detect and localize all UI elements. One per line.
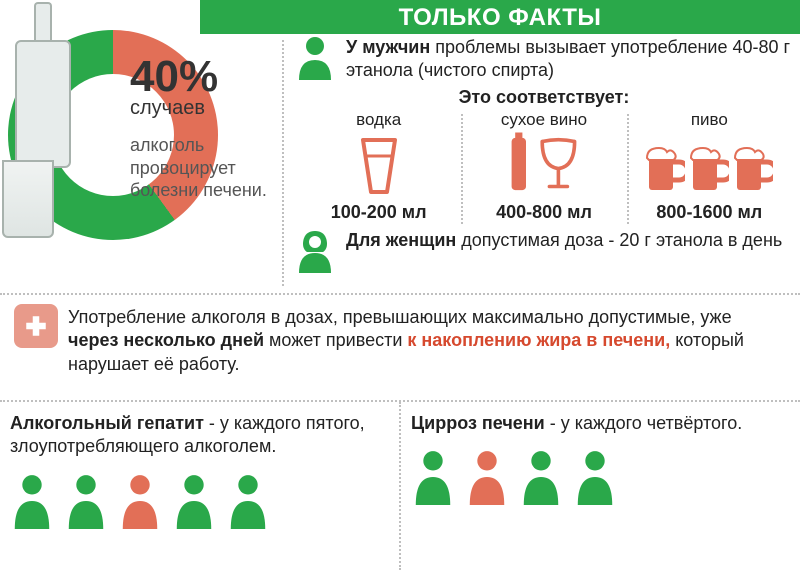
drinks-row: водка 100-200 мл сухое вино 400-800 мл п…: [294, 110, 794, 223]
drink-icons: [631, 132, 788, 196]
medical-cross-icon: [14, 304, 58, 348]
drink-name: водка: [300, 110, 457, 130]
disease-panel: Цирроз печени - у каждого четвёртого.: [399, 402, 800, 570]
person-icon: [573, 449, 617, 505]
right-column: У мужчин проблемы вызывает употребление …: [282, 36, 794, 294]
glass-icon: [2, 160, 54, 238]
person-icon: [411, 449, 455, 505]
people-row: [10, 473, 389, 529]
bottle-icon: [0, 2, 88, 172]
drink-mug: пиво 800-1600 мл: [627, 110, 792, 223]
drink-amount: 800-1600 мл: [631, 202, 788, 223]
disease-panel: Алкогольный гепатит - у каждого пятого, …: [0, 402, 399, 570]
drink-name: пиво: [631, 110, 788, 130]
top-section: 40% случаев алкоголь провоцирует болезни…: [0, 0, 800, 295]
men-text: У мужчин проблемы вызывает употребление …: [346, 36, 794, 81]
drink-name: сухое вино: [465, 110, 622, 130]
stat-text: алкоголь провоцирует болезни печени.: [130, 134, 280, 202]
warning-text: Употребление алкоголя в дозах, превышающ…: [68, 306, 786, 376]
man-icon: [294, 36, 336, 80]
infographic-root: ТОЛЬКО ФАКТЫ 40% случаев алкоголь провоц…: [0, 0, 800, 570]
women-text: Для женщин допустимая доза - 20 г этанол…: [346, 229, 782, 252]
drink-amount: 100-200 мл: [300, 202, 457, 223]
men-row: У мужчин проблемы вызывает употребление …: [294, 36, 794, 81]
bottom-section: Алкогольный гепатит - у каждого пятого, …: [0, 400, 800, 570]
warning-block: Употребление алкоголя в дозах, превышающ…: [8, 300, 792, 386]
people-row: [411, 449, 790, 505]
person-icon: [519, 449, 563, 505]
stat-percent: 40%: [130, 55, 280, 99]
drink-icons: [465, 132, 622, 196]
person-icon: [226, 473, 270, 529]
drink-wine: сухое вино 400-800 мл: [461, 110, 626, 223]
stat-block: 40% случаев алкоголь провоцирует болезни…: [130, 55, 280, 202]
person-icon: [118, 473, 162, 529]
drink-icons: [300, 132, 457, 196]
equiv-title: Это соответствует:: [294, 87, 794, 108]
panel-title: Цирроз печени - у каждого четвёртого.: [411, 412, 790, 435]
drink-shot: водка 100-200 мл: [296, 110, 461, 223]
person-icon: [172, 473, 216, 529]
drink-amount: 400-800 мл: [465, 202, 622, 223]
panel-title: Алкогольный гепатит - у каждого пятого, …: [10, 412, 389, 459]
person-icon: [64, 473, 108, 529]
person-icon: [10, 473, 54, 529]
women-row: Для женщин допустимая доза - 20 г этанол…: [294, 229, 794, 273]
person-icon: [465, 449, 509, 505]
woman-icon: [294, 229, 336, 273]
